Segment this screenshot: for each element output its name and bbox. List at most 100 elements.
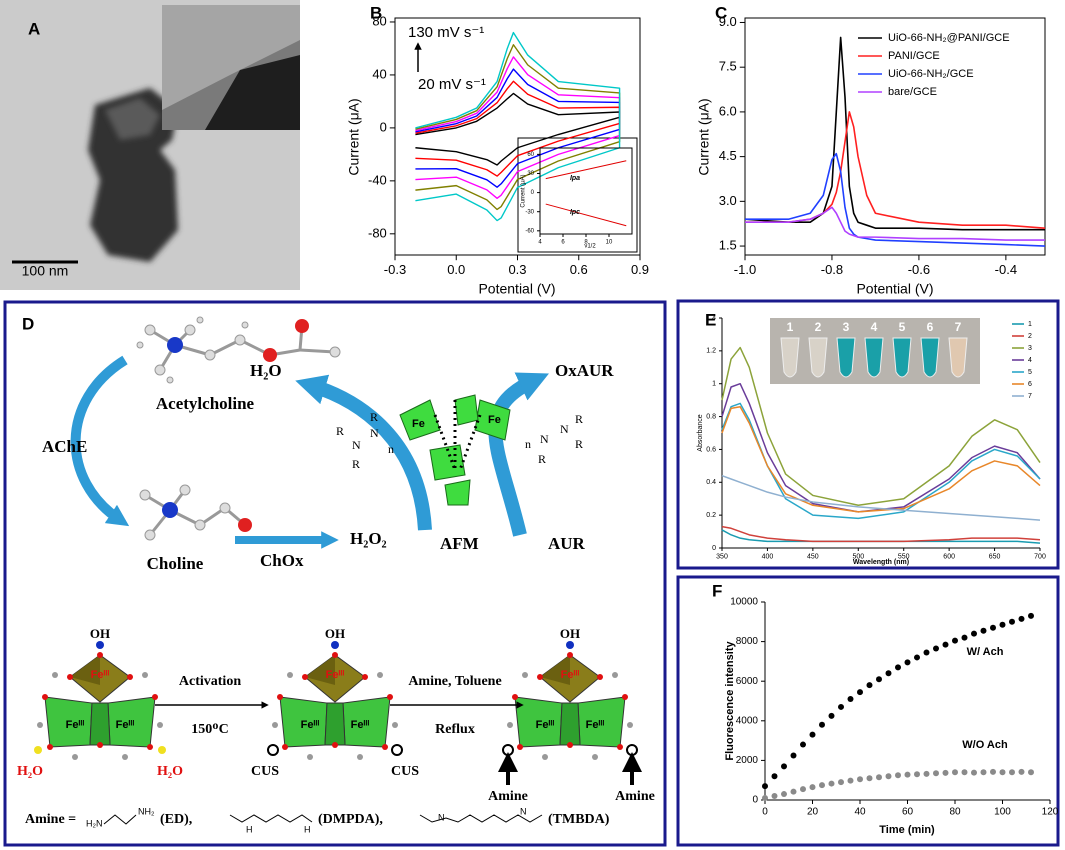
circle <box>238 518 252 532</box>
x-tick-label: 700 <box>1034 553 1046 560</box>
x-tick-label: -1.0 <box>734 262 756 277</box>
y-axis-label: Current (μA) <box>521 174 527 207</box>
site-label: CUS <box>251 764 279 779</box>
legend-label: 6 <box>1028 381 1032 388</box>
y-tick-label: 4.5 <box>719 148 737 163</box>
y-tick-label: 1.5 <box>719 237 737 252</box>
polyline <box>103 814 137 825</box>
data-point <box>819 721 825 728</box>
data-point <box>980 627 987 634</box>
legend-label: 2 <box>1028 333 1032 340</box>
cluster <box>37 641 163 760</box>
data-point <box>999 621 1006 628</box>
vial <box>892 337 912 378</box>
g: H₂O H₂O CUS CUS Amine Amine Activation 1… <box>17 674 655 827</box>
product-label: H₂O₂ <box>350 529 387 548</box>
legend-label: 7 <box>1028 393 1032 400</box>
atom-label: Feᴵᴵᴵ <box>561 669 580 681</box>
data-point <box>771 793 778 800</box>
polyline <box>419 814 543 823</box>
data-point <box>952 769 958 776</box>
circle <box>391 744 403 756</box>
x-tick-label: 10 <box>606 239 613 245</box>
y-tick-label: 1 <box>712 381 716 388</box>
site-label: Amine <box>615 789 655 804</box>
panel-box <box>676 299 1060 570</box>
data-point <box>1009 618 1015 625</box>
g: R N R R N n n N R N R R <box>336 410 583 471</box>
y-tick-label: 0 <box>531 190 535 196</box>
circle <box>626 744 638 756</box>
panel-box <box>676 575 1060 847</box>
path <box>488 372 549 537</box>
panel-d: D Acetylcholine Choline AChE ChOx H₂O₂ H… <box>17 314 655 834</box>
vial <box>920 337 940 378</box>
vial-label: 1 <box>787 320 794 334</box>
data-point <box>990 768 996 775</box>
vial-photo: 1 2 3 4 5 6 7 <box>770 318 980 384</box>
y-tick-label: 30 <box>527 171 534 177</box>
atom-label: Feᴵᴵᴵ <box>536 719 555 731</box>
atom-label: N <box>560 422 569 436</box>
series-line <box>545 160 627 180</box>
data-point <box>790 752 797 759</box>
panel-label: A <box>28 19 40 38</box>
site-label: CUS <box>391 764 419 779</box>
data-point <box>809 784 816 791</box>
y-tick-label: -30 <box>525 209 534 215</box>
y-tick-label: 60 <box>527 152 534 158</box>
legend-label: PANI/GCE <box>888 50 940 62</box>
atom-label: Feᴵᴵᴵ <box>351 719 370 731</box>
circle <box>234 334 246 346</box>
data-point <box>885 773 892 780</box>
data-point <box>876 676 882 683</box>
y-tick-label: 1.2 <box>706 348 716 355</box>
amine-name: (ED), <box>160 812 192 827</box>
circle <box>166 376 174 384</box>
legend-label: UiO-66-NH₂@PANI/GCE <box>888 32 1010 44</box>
circle <box>219 502 231 514</box>
path <box>70 355 130 527</box>
data-point <box>933 645 939 652</box>
molecule-label: Choline <box>147 554 204 573</box>
panel-label: D <box>22 314 34 333</box>
x-tick-label: 550 <box>898 553 910 560</box>
y-tick-label: 9.0 <box>719 14 737 29</box>
y-tick-label: 2000 <box>736 755 759 766</box>
data-point <box>961 769 968 776</box>
circle <box>158 746 166 754</box>
y-tick-label: -80 <box>368 225 387 240</box>
panel-label: B <box>370 3 382 22</box>
vial-label: 4 <box>871 320 878 334</box>
data-point <box>847 696 854 703</box>
data-point <box>1028 769 1034 776</box>
x-tick-label: 0.9 <box>631 262 649 277</box>
atom-label: n <box>525 437 531 451</box>
data-point <box>971 769 977 776</box>
data-point <box>895 772 901 779</box>
atom-label: Feᴵᴵᴵ <box>116 719 135 731</box>
data-point <box>876 774 882 781</box>
path <box>105 98 160 140</box>
product-label: OxAUR <box>555 361 614 380</box>
circle <box>267 744 279 756</box>
x-tick-label: -0.6 <box>908 262 930 277</box>
step-label: Reflux <box>435 722 475 737</box>
y-tick-label: 0.2 <box>706 512 716 519</box>
g <box>399 394 511 506</box>
path <box>88 88 178 262</box>
annotation: 20 mV s⁻¹ <box>418 76 486 93</box>
cluster <box>507 641 633 760</box>
atom-label: NH₂ <box>138 806 155 816</box>
x-tick-label: -0.4 <box>995 262 1017 277</box>
g: H₂N NH₂ H H N N <box>86 806 527 834</box>
atom-label: Fe <box>412 418 425 430</box>
x-tick-label: 80 <box>949 807 961 818</box>
y-tick-label: 80 <box>372 13 386 28</box>
data-point <box>942 769 949 776</box>
atom-label: R <box>352 457 360 471</box>
enzyme-label: ChOx <box>260 551 304 570</box>
circle <box>154 364 166 376</box>
x-axis-label: Potential (V) <box>856 281 933 297</box>
data-point <box>828 780 835 787</box>
